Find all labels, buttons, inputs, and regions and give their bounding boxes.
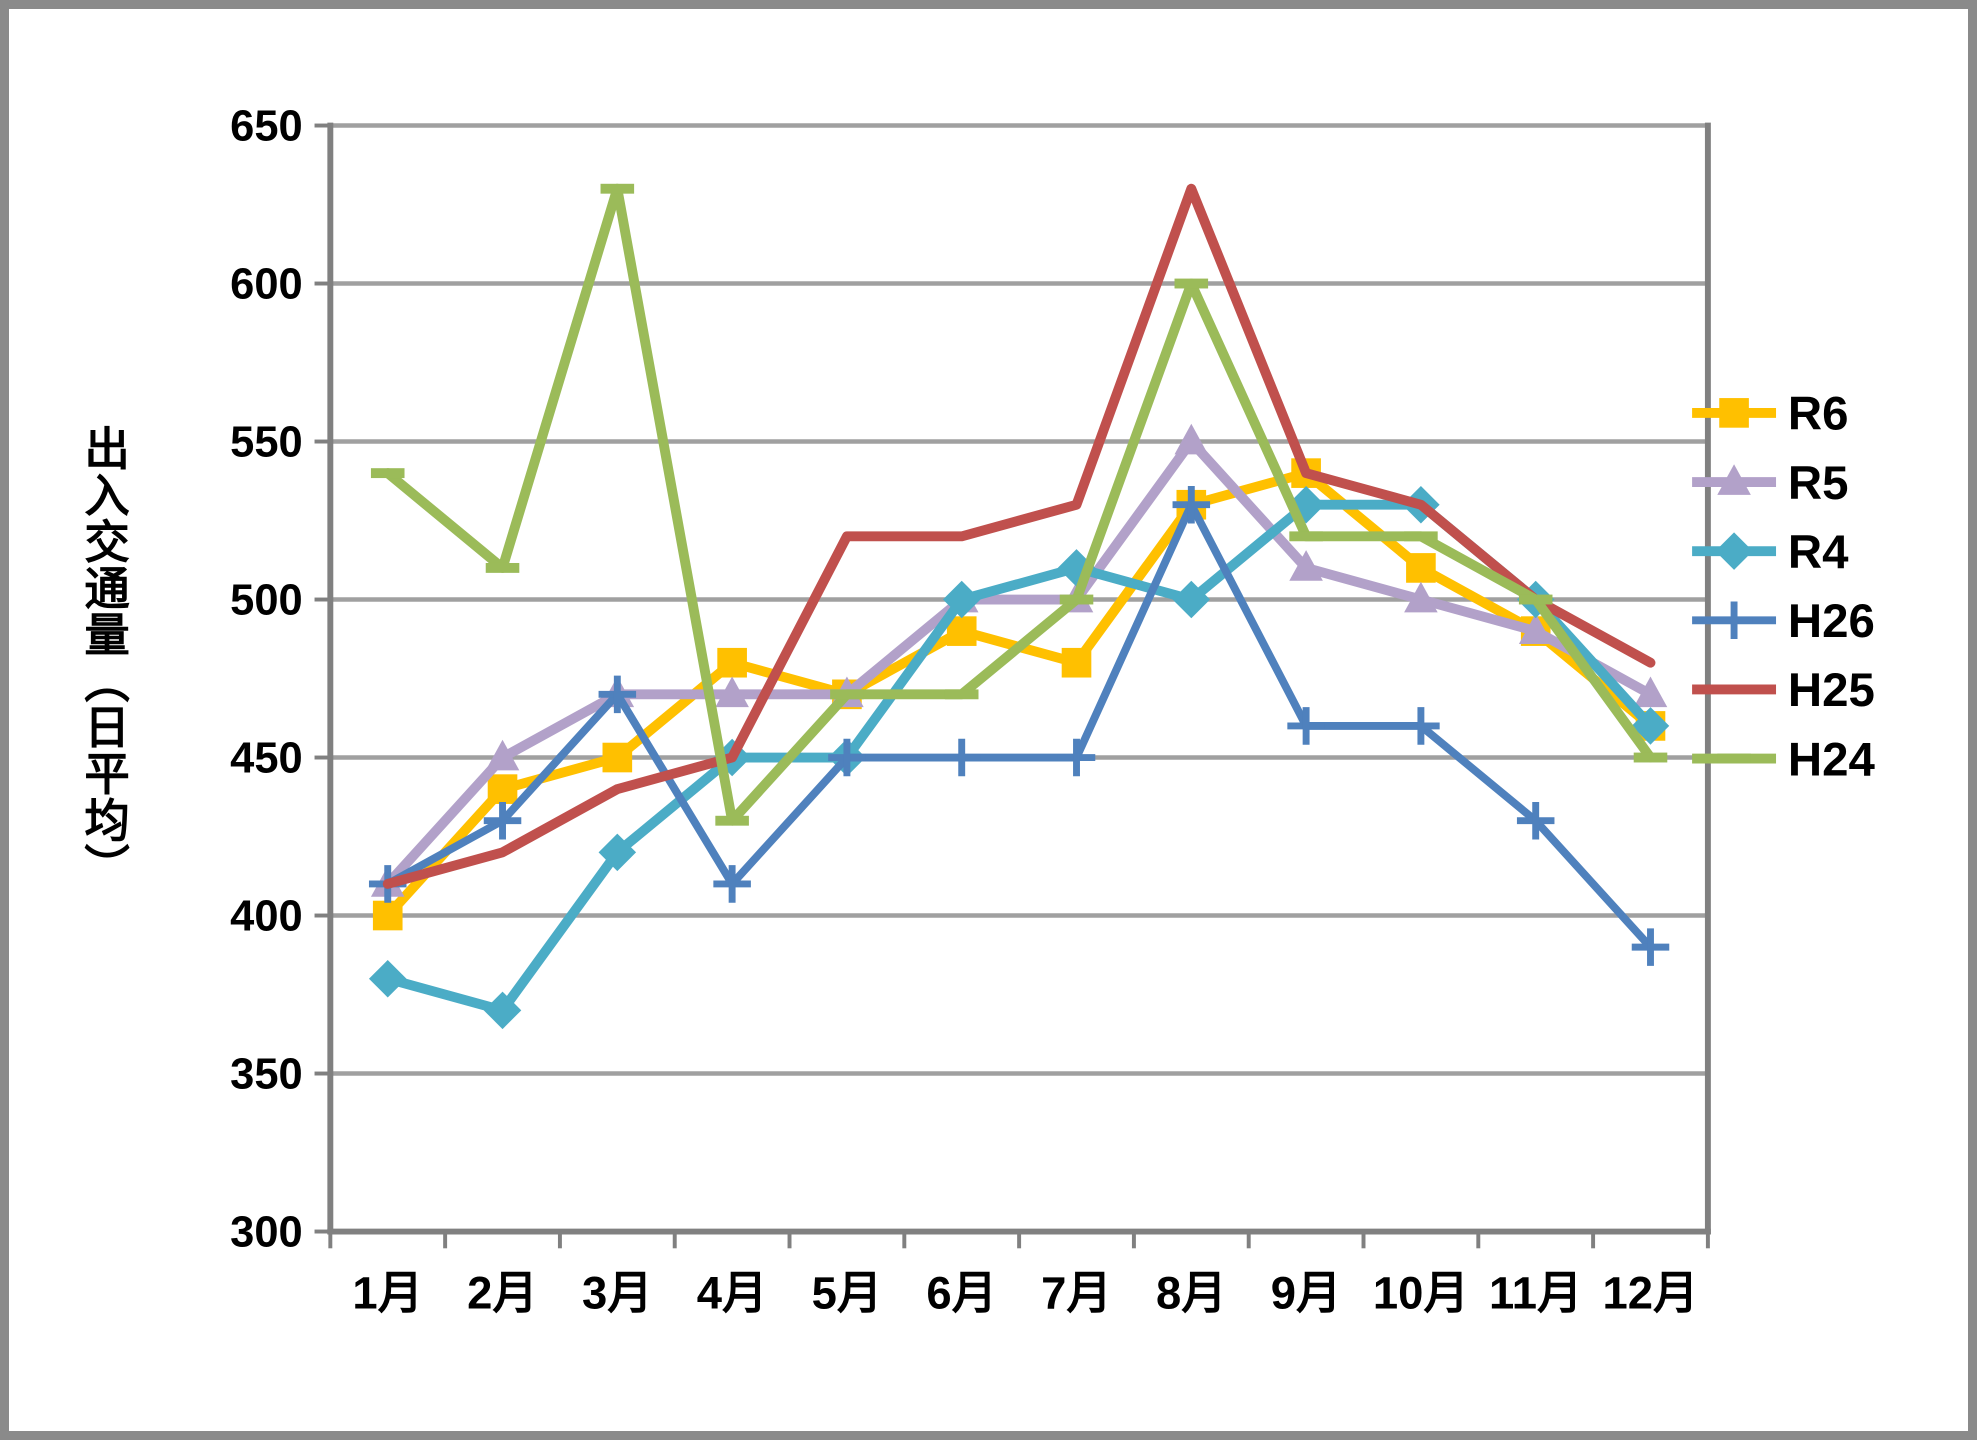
legend-label-R6: R6 <box>1788 388 1849 441</box>
x-tick-labels: 1月 2月 3月 4月 5月 6月 7月 8月 9月 10月 11月 12月 <box>352 1268 1698 1319</box>
legend-item-H24: H24 <box>1692 733 1875 786</box>
series-marker-R6 <box>602 742 633 773</box>
series-marker-R5 <box>715 676 749 708</box>
legend-label-H26: H26 <box>1788 595 1875 648</box>
x-tick-label-9: 9月 <box>1271 1268 1342 1319</box>
y-tick-label-600: 600 <box>230 260 302 308</box>
legend-item-R5: R5 <box>1692 457 1848 510</box>
axes <box>327 122 1711 1235</box>
series-line-R5 <box>382 436 1656 889</box>
series-marker-R5 <box>1174 423 1209 455</box>
x-tick-label-6: 6月 <box>926 1268 997 1319</box>
series-H26 <box>368 485 1670 966</box>
series-marker-R5 <box>1289 550 1323 581</box>
series-marker-H24 <box>830 689 864 700</box>
series-marker-H24 <box>1289 531 1323 542</box>
series-R5 <box>370 423 1668 897</box>
series-line-H26 <box>383 500 1655 952</box>
y-axis-title-char: 入 <box>84 471 129 522</box>
legend-label-R5: R5 <box>1788 457 1849 510</box>
x-tick-label-8: 8月 <box>1156 1268 1227 1319</box>
y-tick-label-550: 550 <box>230 418 302 466</box>
series-marker-H24 <box>485 562 520 573</box>
series-marker-R5 <box>1404 581 1438 613</box>
series-marker-R5 <box>1518 613 1553 644</box>
gridlines <box>330 123 1708 1234</box>
x-tick-label-12: 12月 <box>1603 1268 1699 1319</box>
legend-label-H24: H24 <box>1788 733 1876 786</box>
y-axis-title-char: 出 <box>84 424 129 475</box>
x-tick-label-1: 1月 <box>352 1268 423 1319</box>
y-tick-label-500: 500 <box>230 576 302 624</box>
y-axis-title-char: 量 <box>84 610 129 661</box>
legend-item-H25: H25 <box>1692 664 1875 717</box>
series-marker-H24 <box>1174 278 1209 289</box>
legend-marker-R5 <box>1717 464 1751 495</box>
y-axis-title-char: 通 <box>84 563 130 614</box>
series-R6 <box>372 458 1666 931</box>
y-tick-label-650: 650 <box>230 102 302 150</box>
x-tick-label-10: 10月 <box>1373 1268 1469 1319</box>
legend-label-R4: R4 <box>1788 526 1849 579</box>
legend-item-R6: R6 <box>1692 388 1848 441</box>
legend-marker-R4 <box>1715 532 1753 570</box>
x-tick-label-5: 5月 <box>812 1268 883 1319</box>
series-marker-H24 <box>370 468 405 479</box>
x-tick-label-2: 2月 <box>467 1268 538 1319</box>
x-tick-label-11: 11月 <box>1489 1268 1582 1319</box>
y-axis-title-char: 交 <box>84 517 129 568</box>
legend-label-H25: H25 <box>1788 664 1875 717</box>
series-marker-H24 <box>944 689 979 700</box>
x-tick-label-3: 3月 <box>582 1268 653 1319</box>
series-marker-R6 <box>717 647 747 678</box>
x-tick-label-4: 4月 <box>697 1268 768 1319</box>
y-axis-title-char: 均 <box>84 796 129 847</box>
legend-item-H26: H26 <box>1692 595 1875 648</box>
series-line-H24 <box>382 183 1656 826</box>
y-tick-labels: 650 600 550 500 450 400 350 300 <box>230 102 302 1256</box>
y-axis-title-char: ︶ <box>84 842 130 893</box>
series-H24 <box>370 183 1668 826</box>
axis-ticks <box>314 123 1710 1249</box>
series-marker-R5 <box>485 739 520 771</box>
y-tick-label-300: 300 <box>230 1208 302 1256</box>
y-tick-label-350: 350 <box>230 1050 302 1098</box>
legend-marker-H24 <box>1717 753 1751 764</box>
legend: R6 R5 R4 H26 H25 H24 <box>1692 388 1875 786</box>
series-H25 <box>382 183 1656 889</box>
series-marker-H24 <box>1633 752 1668 763</box>
series-marker-R5 <box>1633 676 1668 708</box>
series-marker-R6 <box>487 774 518 804</box>
series-marker-H24 <box>1404 531 1438 542</box>
legend-marker-R6 <box>1719 398 1749 428</box>
series-plot <box>368 183 1670 1030</box>
y-axis-title-char: ︵ <box>84 656 130 707</box>
series-marker-R6 <box>1406 553 1436 583</box>
series-marker-H24 <box>1059 594 1094 605</box>
series-marker-R4 <box>1172 580 1211 619</box>
y-axis-title-char: 平 <box>84 749 129 800</box>
series-marker-H24 <box>1518 594 1553 605</box>
traffic-line-chart: 650 600 550 500 450 400 350 300 1月 2月 3月 4月 5月 6月 7月 8… <box>84 102 1875 1319</box>
y-axis-title-char: 日 <box>84 703 129 754</box>
x-tick-label-7: 7月 <box>1041 1268 1112 1319</box>
series-marker-H24 <box>715 815 749 826</box>
y-tick-label-400: 400 <box>230 892 302 940</box>
legend-item-R4: R4 <box>1692 526 1849 579</box>
series-marker-R6 <box>1061 647 1092 678</box>
series-marker-H24 <box>600 183 635 194</box>
series-marker-R4 <box>368 959 407 998</box>
series-line-H25 <box>382 183 1656 889</box>
y-tick-label-450: 450 <box>230 734 302 782</box>
series-marker-R6 <box>372 900 403 931</box>
